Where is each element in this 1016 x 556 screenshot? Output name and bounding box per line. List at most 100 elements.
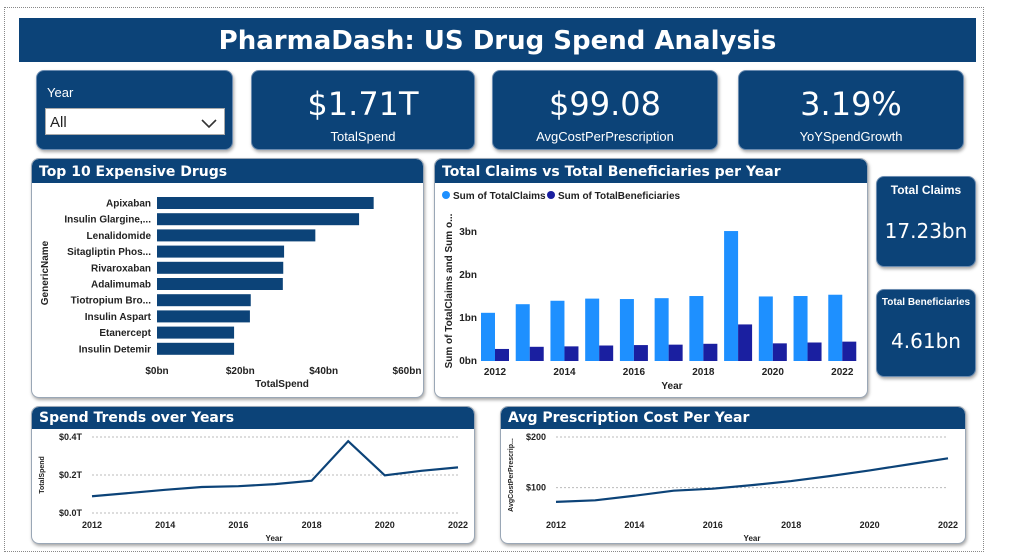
kpi-label: Total Beneficiaries [881, 297, 971, 308]
bar [157, 278, 283, 290]
x-tick-label: 2018 [692, 367, 715, 378]
spend-trends-panel: Spend Trends over Years $0.0T $0.2T $0.4T 2… [31, 406, 475, 544]
x-tick-label: 2020 [762, 367, 785, 378]
kpi-card-total-spend: $1.71T TotalSpend [251, 70, 475, 150]
x-tick-label: 2014 [624, 520, 644, 530]
x-tick-label: 2020 [375, 520, 395, 530]
bar-beneficiaries [738, 324, 753, 361]
bar-category-label: Rivaroxaban [91, 263, 151, 274]
x-tick-label: 2022 [448, 520, 468, 530]
x-tick-label: 2012 [82, 520, 102, 530]
x-axis-title: Year [661, 381, 682, 392]
y-tick-label: $0.2T [59, 470, 83, 480]
top-drugs-panel: Top 10 Expensive Drugs Apixaban Insulin G… [31, 158, 424, 398]
bar [157, 310, 250, 323]
bar-claims [724, 231, 739, 361]
bar [157, 213, 360, 226]
bar [157, 197, 374, 209]
bar-category-label: Apixaban [106, 199, 151, 210]
bar-beneficiaries [703, 343, 718, 361]
top-drugs-chart: Apixaban Insulin Glargine,... Lenalidomide… [40, 197, 421, 390]
x-tick-label: 2014 [553, 367, 576, 378]
bar-category-label: Tiotropium Bro... [71, 296, 152, 307]
year-slicer: Year All [36, 70, 233, 150]
trend-line [555, 457, 949, 503]
panel-title: Top 10 Expensive Drugs [32, 159, 423, 183]
kpi-label: Total Claims [890, 183, 962, 197]
bar-beneficiaries [564, 346, 579, 361]
y-tick-label: $200 [526, 432, 546, 442]
x-axis-title: TotalSpend [255, 379, 309, 390]
x-tick-label: 2016 [623, 367, 646, 378]
chevron-down-icon [200, 113, 218, 140]
x-tick-label: 2018 [781, 520, 801, 530]
year-slicer-label: Year [47, 85, 74, 100]
year-dropdown-value: All [50, 114, 67, 131]
page-title: PharmaDash: US Drug Spend Analysis [19, 18, 976, 62]
y-axis-title: GenericName [40, 240, 51, 305]
bar [157, 245, 285, 258]
bar-beneficiaries [842, 341, 857, 361]
y-tick-label: 3bn [459, 227, 477, 238]
bar-category-label: Etanercept [99, 328, 151, 339]
kpi-value: 4.61bn [891, 329, 961, 353]
kpi-label: AvgCostPerPrescription [536, 129, 674, 144]
bar-beneficiaries [633, 345, 648, 361]
kpi-card-total-beneficiaries: Total Beneficiaries 4.61bn [876, 289, 976, 377]
panel-title: Spend Trends over Years [32, 407, 474, 429]
bar-beneficiaries [772, 343, 787, 361]
y-tick-label: 1bn [459, 313, 477, 324]
legend-marker [547, 191, 555, 199]
kpi-value: 17.23bn [884, 219, 968, 243]
legend-marker [442, 191, 450, 199]
kpi-card-avg-cost: $99.08 AvgCostPerPrescription [492, 70, 718, 150]
x-tick-label: 2018 [302, 520, 322, 530]
avg-cost-chart: $100 $200 2012 2014 2016 2018 2020 2022 Year AvgC… [508, 432, 958, 543]
trend-line [91, 439, 459, 498]
x-tick-label: 2012 [484, 367, 507, 378]
claims-beneficiaries-panel: Total Claims vs Total Beneficiaries per … [434, 158, 868, 398]
y-axis-title: AvgCostPerPrescrip... [508, 438, 515, 512]
year-dropdown[interactable]: All [45, 108, 225, 135]
bar-category-label: Sitagliptin Phos... [67, 247, 151, 258]
panel-title: Total Claims vs Total Beneficiaries per … [435, 159, 867, 183]
x-tick-label: $0bn [145, 366, 168, 377]
kpi-card-yoy-growth: 3.19% YoYSpendGrowth [738, 70, 964, 150]
report-canvas [4, 7, 984, 552]
x-tick-label: 2020 [860, 520, 880, 530]
y-tick-label: $0.4T [59, 432, 83, 442]
bar-beneficiaries [529, 346, 544, 361]
x-tick-label: $20bn [226, 366, 255, 377]
y-axis-title: TotalSpend [39, 456, 46, 494]
kpi-label: TotalSpend [330, 129, 396, 144]
bar-beneficiaries [495, 348, 509, 361]
x-tick-label: $40bn [309, 366, 338, 377]
bar-beneficiaries [599, 345, 614, 361]
legend-label: Sum of TotalBeneficiaries [558, 191, 681, 202]
spend-trends-chart: $0.0T $0.2T $0.4T 2012 2014 2016 2018 2020 2022 Y… [39, 432, 468, 543]
bar-category-label: Adalimumab [91, 280, 151, 291]
y-tick-label: $0.0T [59, 508, 83, 518]
bar-claims [550, 300, 565, 361]
x-tick-label: 2022 [831, 367, 854, 378]
kpi-value: $1.71T [307, 85, 419, 123]
kpi-label: YoYSpendGrowth [799, 129, 903, 144]
bar-category-label: Insulin Detemir [79, 344, 151, 355]
bar-category-label: Lenalidomide [87, 231, 152, 242]
bar [157, 342, 235, 355]
y-tick-label: 0bn [459, 356, 477, 367]
panel-title: Avg Prescription Cost Per Year [501, 407, 965, 429]
bar-claims [793, 296, 808, 361]
x-axis-title: Year [744, 534, 761, 543]
bar-claims [515, 304, 530, 361]
legend-label: Sum of TotalClaims [453, 191, 546, 202]
bar [157, 294, 251, 307]
x-tick-label: 2012 [546, 520, 566, 530]
bar-claims [689, 296, 704, 361]
kpi-card-total-claims: Total Claims 17.23bn [876, 176, 976, 267]
y-axis-title: Sum of TotalClaims and Sum o... [444, 213, 455, 368]
bar-beneficiaries [668, 344, 683, 361]
bar-claims [654, 298, 669, 361]
bar-claims [758, 296, 773, 361]
bar [157, 229, 316, 242]
